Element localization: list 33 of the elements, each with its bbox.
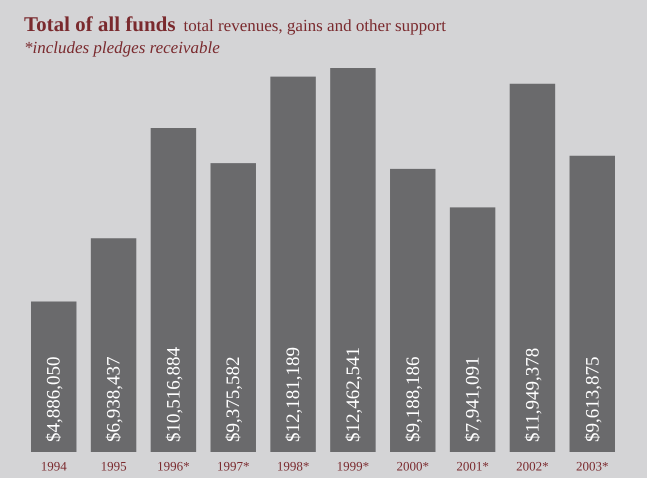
x-tick-label: 1994 <box>40 458 68 474</box>
data-label: $10,516,884 <box>163 346 184 442</box>
x-tick-label: 1997* <box>216 458 250 474</box>
data-label: $9,613,875 <box>582 356 604 442</box>
x-tick-label: 1999* <box>336 458 370 474</box>
bar <box>450 207 496 452</box>
data-label: $4,886,050 <box>44 356 65 442</box>
x-tick-label: 2002* <box>516 458 549 474</box>
bar <box>210 163 256 452</box>
bar <box>30 301 76 452</box>
bar <box>270 76 316 452</box>
bar <box>510 84 556 452</box>
data-label: $12,462,541 <box>342 347 364 442</box>
data-label: $12,181,189 <box>283 347 304 442</box>
x-tick-label: 2000* <box>396 458 430 474</box>
x-tick-label: 1996* <box>157 458 190 474</box>
x-tick-label: 2001* <box>456 458 489 474</box>
bar <box>150 128 196 452</box>
chart-subtitle: total revenues, gains and other support <box>184 16 446 35</box>
data-label: $7,941,091 <box>462 356 484 442</box>
x-tick-label: 1998* <box>276 458 310 474</box>
data-label: $6,938,437 <box>104 356 125 442</box>
data-label: $9,188,186 <box>402 356 424 442</box>
text: *includes pledges receivable <box>24 38 221 58</box>
x-tick-label: 2003* <box>576 458 609 474</box>
bar <box>570 156 616 452</box>
data-label: $11,949,378 <box>522 348 544 442</box>
bar <box>90 238 136 452</box>
bar <box>330 68 376 452</box>
data-label: $9,375,582 <box>223 356 244 442</box>
chart-title: Total of all funds <box>24 12 176 36</box>
bar <box>390 168 436 452</box>
x-tick-label: 1995 <box>100 458 127 474</box>
